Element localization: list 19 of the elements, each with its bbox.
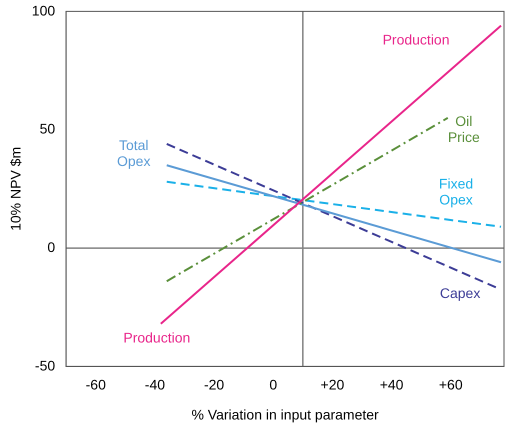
series-label: Production <box>123 330 190 346</box>
x-tick-label: -60 <box>86 376 106 393</box>
y-tick-label: 50 <box>40 120 56 137</box>
x-tick-label: 0 <box>269 376 278 393</box>
series-label: Total Opex <box>117 137 150 170</box>
y-tick-label: -50 <box>34 357 56 374</box>
y-tick-label: 0 <box>47 238 56 255</box>
series-label: Capex <box>440 285 480 302</box>
y-tick-label: 100 <box>32 2 56 18</box>
y-axis-title: 10% NPV $m <box>7 146 24 231</box>
series-label: Fixed Opex <box>438 176 474 208</box>
x-tick-label: -20 <box>204 376 224 393</box>
x-tick-label: -40 <box>144 376 166 393</box>
x-tick-label: +60 <box>438 376 463 393</box>
x-tick-label: +20 <box>320 376 344 393</box>
x-tick-label: +40 <box>380 376 404 393</box>
x-axis-title: % Variation in input parameter <box>191 406 380 422</box>
series-label: Oil Price <box>448 112 480 145</box>
text: Production <box>382 31 450 48</box>
